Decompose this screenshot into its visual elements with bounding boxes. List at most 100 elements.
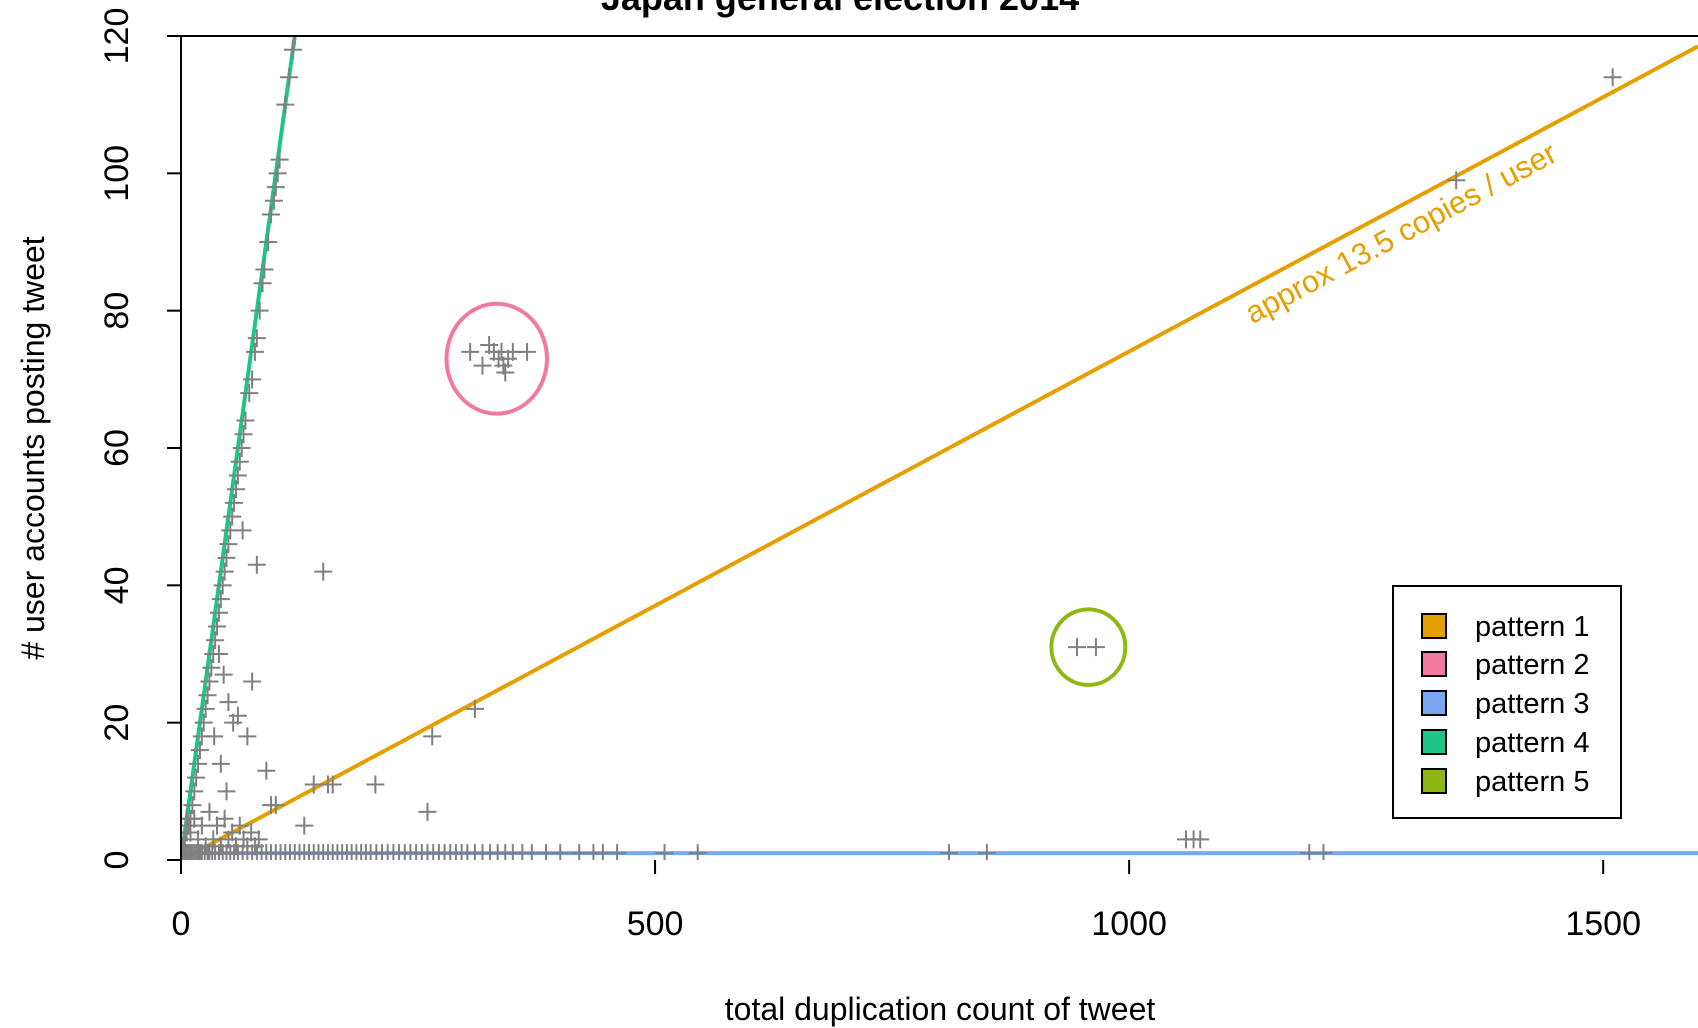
y-tick-label-60: 60 <box>98 429 136 467</box>
point-120 <box>230 452 249 471</box>
legend-item-pattern-5: pattern 5 <box>1421 766 1589 798</box>
y-tick-label-120: 120 <box>98 8 136 65</box>
legend-swatch-pattern-5 <box>1421 768 1447 794</box>
point-98 <box>189 754 208 773</box>
axes: 0 500 1000 1500 0 20 40 60 80 100 120 <box>98 8 1698 943</box>
point-139 <box>283 40 302 59</box>
point-179 <box>318 775 337 794</box>
point-85 <box>688 844 707 860</box>
point-109 <box>209 603 228 622</box>
point-79 <box>551 844 570 860</box>
point-196 <box>1067 638 1086 657</box>
point-132 <box>262 205 281 224</box>
point-197 <box>1086 638 1105 657</box>
point-130 <box>255 260 274 279</box>
point-83 <box>608 844 627 860</box>
point-155 <box>230 816 249 835</box>
point-175 <box>266 796 285 815</box>
point-111 <box>213 576 232 595</box>
point-163 <box>219 693 238 712</box>
point-183 <box>423 727 442 746</box>
slope-annotation: approx 13.5 copies / user <box>1239 135 1562 330</box>
point-170 <box>233 521 252 540</box>
point-84 <box>655 844 674 860</box>
point-161 <box>209 645 228 663</box>
y-axis-label: # user accounts posting tweet <box>15 236 51 659</box>
point-160 <box>249 830 268 849</box>
point-114 <box>219 535 238 554</box>
point-171 <box>247 555 266 574</box>
point-168 <box>228 706 247 725</box>
highlight-circle-pattern-5 <box>1049 607 1128 687</box>
point-101 <box>194 713 213 732</box>
point-181 <box>366 775 385 794</box>
point-202 <box>1603 68 1622 87</box>
point-89 <box>1314 844 1333 860</box>
point-122 <box>234 425 253 444</box>
point-97 <box>187 768 206 787</box>
point-125 <box>243 370 262 389</box>
point-107 <box>206 631 225 650</box>
reference-line-pattern-1 <box>181 44 1698 860</box>
point-164 <box>205 727 224 746</box>
point-138 <box>280 68 299 87</box>
point-172 <box>243 672 262 691</box>
point-133 <box>264 191 283 210</box>
point-121 <box>232 439 251 457</box>
point-116 <box>223 507 242 526</box>
x-tick-label-500: 500 <box>627 905 684 943</box>
point-166 <box>211 754 230 773</box>
point-135 <box>268 164 287 183</box>
point-201 <box>1447 171 1466 190</box>
x-tick-label-1500: 1500 <box>1565 905 1641 943</box>
point-124 <box>240 384 259 403</box>
point-117 <box>225 493 244 512</box>
point-118 <box>226 480 245 499</box>
point-195 <box>518 342 537 361</box>
point-137 <box>276 95 295 114</box>
point-86 <box>939 844 958 860</box>
point-186 <box>473 356 492 375</box>
point-127 <box>247 329 266 348</box>
highlight-circle-pattern-2 <box>444 301 549 416</box>
point-169 <box>238 727 257 746</box>
point-110 <box>211 590 230 609</box>
point-103 <box>198 686 217 705</box>
y-tick-label-20: 20 <box>98 704 136 742</box>
highlight-circles <box>444 301 1128 687</box>
x-axis-label: total duplication count of tweet <box>725 991 1156 1027</box>
point-104 <box>200 672 219 691</box>
legend-swatch-pattern-2 <box>1421 651 1447 677</box>
point-126 <box>245 342 264 361</box>
y-tick-label-80: 80 <box>98 292 136 330</box>
point-112 <box>215 562 234 581</box>
legend-item-pattern-2: pattern 2 <box>1421 649 1589 681</box>
y-tick-label-100: 100 <box>98 145 136 202</box>
point-167 <box>217 782 236 801</box>
point-128 <box>250 301 269 320</box>
legend-swatch-pattern-3 <box>1421 690 1447 716</box>
legend-label-pattern-2: pattern 2 <box>1475 649 1589 681</box>
point-131 <box>259 233 278 251</box>
point-134 <box>266 178 285 197</box>
point-108 <box>208 617 227 636</box>
legend-swatch-pattern-4 <box>1421 729 1447 755</box>
x-tick-label-1000: 1000 <box>1091 905 1167 943</box>
legend-label-pattern-5: pattern 5 <box>1475 766 1589 798</box>
point-99 <box>190 741 209 760</box>
legend-item-pattern-4: pattern 4 <box>1421 727 1589 759</box>
point-95 <box>183 796 202 815</box>
point-87 <box>977 844 996 860</box>
chart-title: Japan general election 2014 <box>601 0 1079 18</box>
plot-area <box>181 36 1698 860</box>
point-113 <box>217 548 236 567</box>
point-96 <box>185 782 204 801</box>
legend-item-pattern-3: pattern 3 <box>1421 688 1589 720</box>
point-200 <box>1191 830 1210 849</box>
x-tick-label-0: 0 <box>172 905 191 943</box>
point-123 <box>236 411 255 430</box>
legend-label-pattern-1: pattern 1 <box>1475 611 1589 643</box>
point-162 <box>214 665 233 684</box>
point-180 <box>295 816 314 835</box>
